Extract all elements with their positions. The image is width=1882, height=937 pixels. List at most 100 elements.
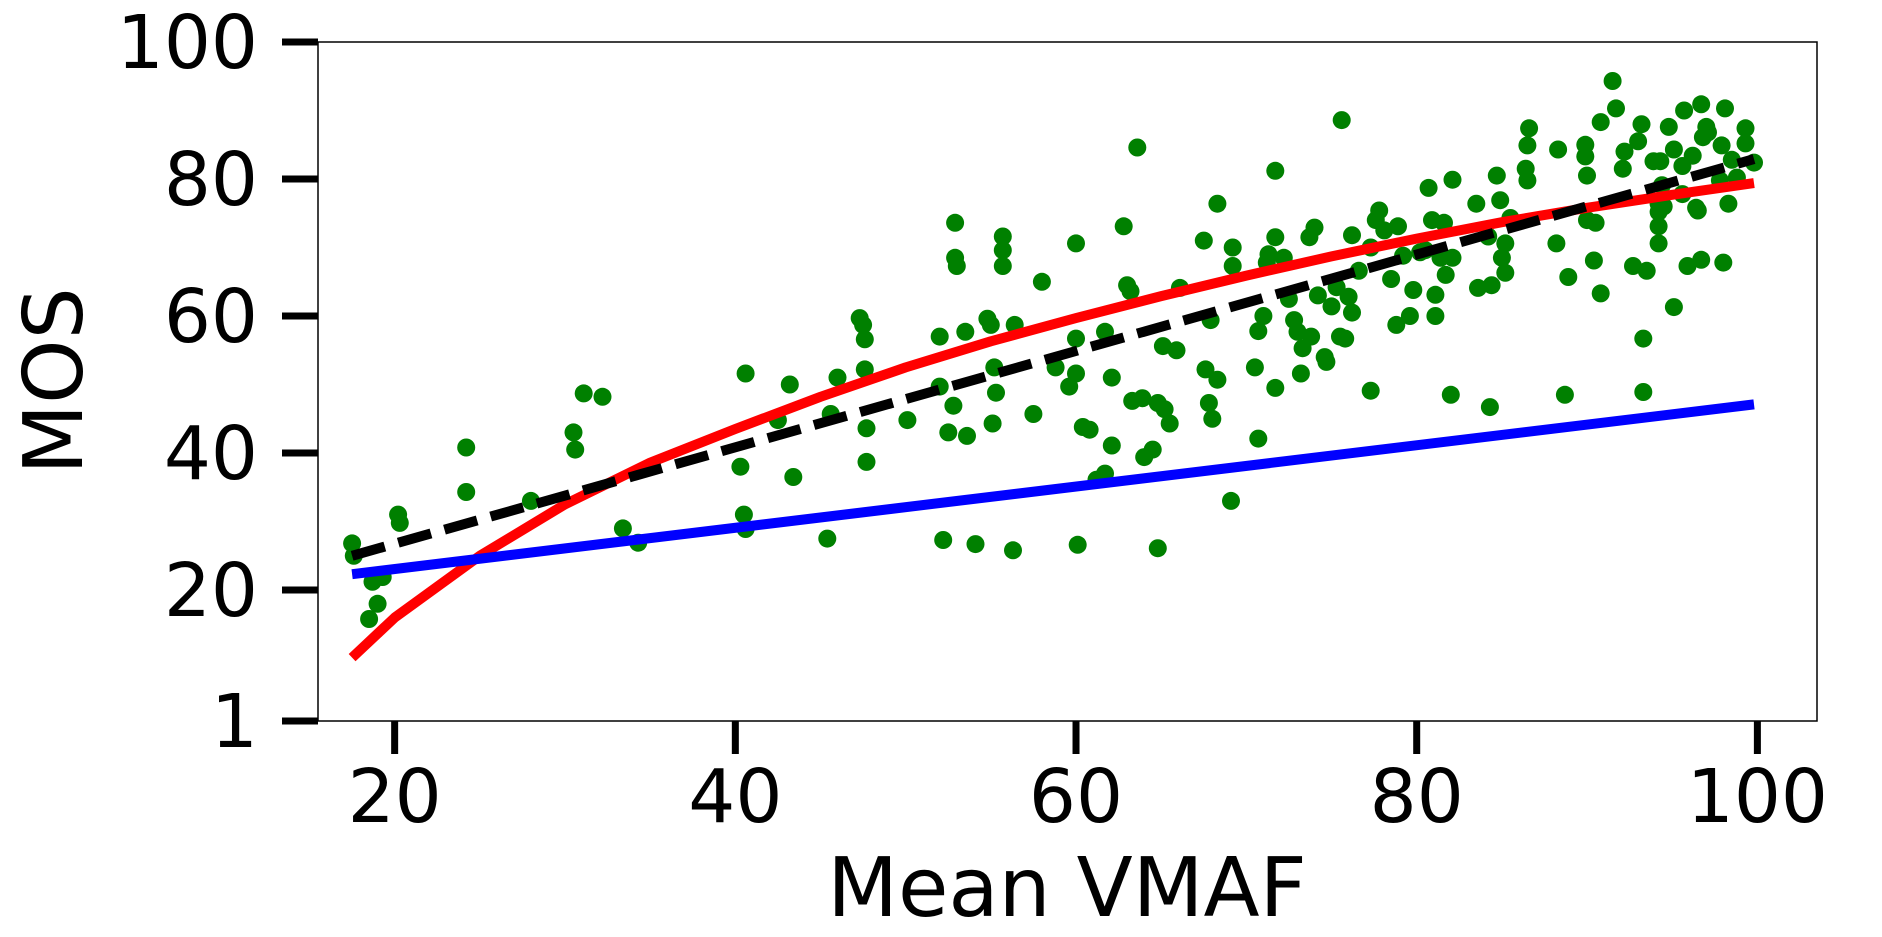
data-point xyxy=(1426,307,1445,325)
data-point xyxy=(939,423,958,442)
blue-fit-line xyxy=(351,399,1755,580)
data-point xyxy=(818,529,837,548)
data-point xyxy=(1692,250,1711,269)
data-point xyxy=(947,257,966,275)
data-point xyxy=(1102,368,1121,387)
data-point xyxy=(1336,329,1355,348)
data-point xyxy=(1496,234,1515,253)
data-point xyxy=(1203,409,1222,428)
data-point xyxy=(1441,385,1460,404)
data-point xyxy=(1736,134,1755,153)
data-point xyxy=(1259,245,1278,264)
data-point xyxy=(1194,231,1213,250)
data-point xyxy=(854,315,873,334)
data-point xyxy=(564,423,583,442)
data-point xyxy=(1699,123,1717,142)
data-point xyxy=(784,468,803,486)
data-point xyxy=(1547,234,1566,253)
data-point xyxy=(987,383,1005,402)
data-point xyxy=(1148,539,1167,558)
data-point xyxy=(1266,378,1285,397)
data-point xyxy=(1153,337,1172,356)
dashed-fit-line xyxy=(350,154,1756,561)
data-point xyxy=(1121,282,1140,301)
data-point xyxy=(1291,364,1310,383)
data-point xyxy=(1443,248,1462,267)
data-point xyxy=(1067,364,1085,383)
data-point xyxy=(390,513,409,532)
data-point xyxy=(1302,327,1321,346)
data-point xyxy=(1549,140,1568,159)
data-point xyxy=(1659,117,1678,136)
x-tick-label: 40 xyxy=(688,754,782,840)
data-point xyxy=(1222,491,1240,510)
data-point xyxy=(1254,307,1273,325)
data-point xyxy=(1322,297,1341,316)
data-point xyxy=(956,322,975,341)
data-point xyxy=(946,213,965,232)
data-point xyxy=(1160,414,1179,433)
data-point xyxy=(1004,541,1022,560)
data-point xyxy=(566,440,585,459)
data-point xyxy=(1692,95,1711,114)
x-tick-label: 60 xyxy=(1029,754,1123,840)
y-tick-label: 1 xyxy=(211,679,258,765)
data-point xyxy=(1024,405,1043,423)
data-point xyxy=(1584,251,1603,270)
data-point xyxy=(1586,213,1605,232)
data-point xyxy=(1167,341,1186,360)
data-point xyxy=(1591,284,1610,303)
data-point xyxy=(593,387,612,406)
data-point xyxy=(1714,253,1733,272)
data-point xyxy=(1223,257,1242,275)
data-point xyxy=(1576,147,1595,166)
data-point xyxy=(1114,217,1133,236)
data-point xyxy=(930,327,949,346)
data-point xyxy=(1339,287,1358,306)
data-point xyxy=(1133,389,1152,408)
data-point xyxy=(1467,194,1486,213)
data-point xyxy=(1634,329,1653,348)
data-point xyxy=(1496,263,1515,282)
data-point xyxy=(1578,166,1596,185)
y-tick-label: 20 xyxy=(164,548,258,634)
data-point xyxy=(828,368,847,387)
data-point xyxy=(1308,286,1327,305)
data-point xyxy=(1208,370,1227,389)
data-point xyxy=(1480,398,1499,417)
y-axis: 1 20 40 60 80 100 xyxy=(117,0,318,765)
data-point xyxy=(1032,272,1051,291)
data-point xyxy=(1305,218,1324,237)
y-tick-label: 60 xyxy=(164,274,258,360)
data-point xyxy=(1102,436,1121,455)
data-point xyxy=(1426,285,1445,304)
data-point xyxy=(1555,385,1574,404)
series-layer xyxy=(343,72,1763,662)
data-point xyxy=(1400,307,1419,325)
data-point xyxy=(981,315,1000,334)
data-point xyxy=(1375,221,1394,240)
data-point xyxy=(521,491,540,510)
data-point xyxy=(1469,278,1487,297)
data-point xyxy=(1068,535,1087,554)
data-point xyxy=(1436,265,1455,284)
data-point xyxy=(993,227,1012,246)
data-point xyxy=(1067,329,1085,348)
data-point xyxy=(1389,217,1407,236)
data-point xyxy=(457,483,476,501)
data-point xyxy=(1678,257,1697,275)
data-point xyxy=(1288,322,1307,341)
data-point xyxy=(1736,119,1755,138)
data-point xyxy=(1387,315,1406,334)
data-point xyxy=(368,594,387,613)
data-point xyxy=(1332,111,1351,130)
data-point xyxy=(734,505,753,524)
data-point xyxy=(1683,146,1702,165)
data-point xyxy=(1716,99,1734,118)
data-point xyxy=(1651,152,1670,171)
data-point xyxy=(1613,159,1632,178)
data-point xyxy=(1443,170,1462,189)
data-point xyxy=(1559,268,1578,286)
data-point xyxy=(1520,119,1539,138)
data-point xyxy=(857,452,876,471)
